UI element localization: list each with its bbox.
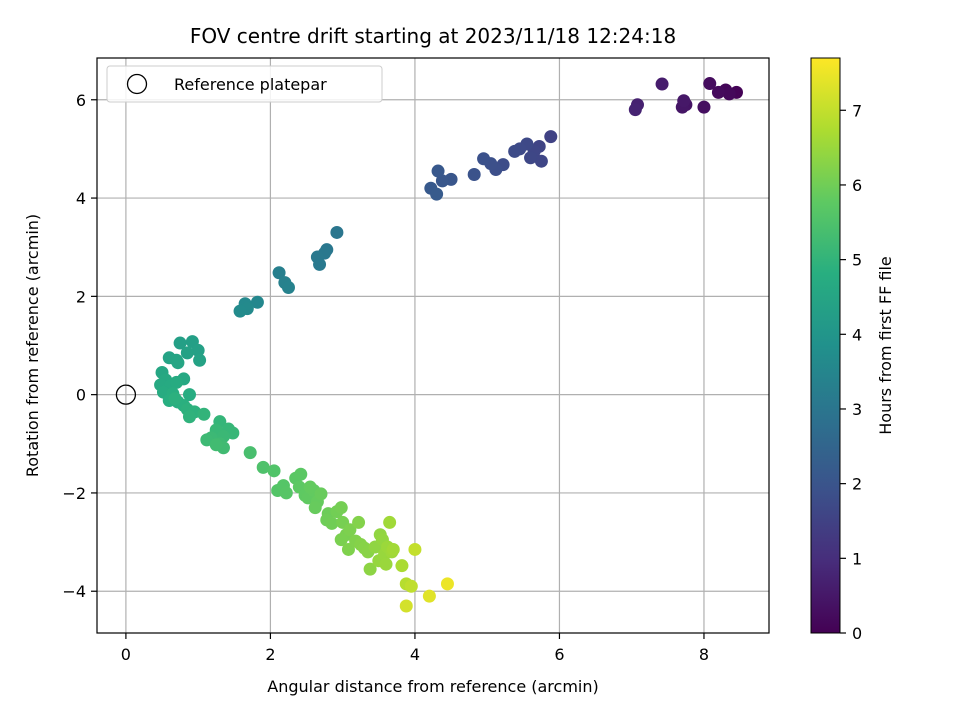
x-tick-label: 6 (554, 645, 564, 664)
colorbar-tick-label: 3 (852, 400, 862, 419)
data-point (386, 542, 400, 556)
x-tick-label: 0 (121, 645, 131, 664)
data-point (243, 446, 257, 460)
data-point (180, 346, 194, 360)
x-tick-label: 2 (265, 645, 275, 664)
colorbar-label: Hours from first FF file (876, 256, 895, 435)
data-point (363, 562, 377, 576)
data-point (352, 515, 366, 529)
reference-platepar-marker (115, 384, 137, 405)
data-point (408, 542, 422, 556)
data-point (534, 154, 548, 168)
colorbar-tick-label: 6 (852, 176, 862, 195)
data-point (677, 94, 691, 108)
data-point (250, 295, 264, 309)
data-point (334, 501, 348, 515)
data-point (435, 174, 449, 188)
data-point (697, 100, 711, 114)
data-point (173, 336, 187, 350)
data-point (430, 187, 444, 201)
x-axis-label: Angular distance from reference (arcmin) (267, 677, 598, 696)
data-point (379, 557, 393, 571)
data-point (711, 85, 725, 99)
colorbar-gradient (810, 57, 841, 634)
data-point (467, 167, 481, 181)
data-point (422, 589, 436, 603)
y-tick-label: 6 (76, 91, 86, 110)
data-point (440, 577, 454, 591)
y-axis-ticks: −4 −2 0 2 4 6 (62, 91, 97, 601)
colorbar-tick-label: 5 (852, 251, 862, 270)
data-point (655, 77, 669, 91)
y-tick-label: −2 (62, 484, 86, 503)
data-point (431, 164, 445, 178)
data-point (330, 225, 344, 239)
data-point (267, 464, 281, 478)
legend-reference-marker (126, 73, 148, 95)
legend-label-reference-platepar: Reference platepar (174, 75, 327, 94)
colorbar-tick-label: 2 (852, 475, 862, 494)
data-point (272, 266, 286, 280)
data-point (722, 87, 736, 101)
colorbar: 0 1 2 3 4 5 6 7 Hours from first FF file (810, 57, 895, 643)
data-point (182, 410, 196, 424)
data-point (399, 599, 413, 613)
colorbar-tick-label: 1 (852, 549, 862, 568)
y-tick-label: 4 (76, 189, 86, 208)
colorbar-tick-label: 0 (852, 624, 862, 643)
data-point (281, 281, 295, 295)
data-point (628, 103, 642, 117)
colorbar-ticks: 0 1 2 3 4 5 6 7 (840, 101, 862, 643)
data-point (334, 533, 348, 547)
data-point (233, 304, 247, 318)
data-point (182, 388, 196, 402)
x-tick-label: 8 (699, 645, 709, 664)
data-point (703, 77, 717, 91)
data-point (209, 438, 223, 452)
data-point (197, 407, 211, 421)
data-point (294, 467, 308, 481)
y-axis-label: Rotation from reference (arcmin) (23, 214, 42, 477)
colorbar-tick-label: 7 (852, 101, 862, 120)
data-point (477, 152, 491, 166)
colorbar-tick-label: 4 (852, 325, 862, 344)
legend-box (106, 65, 383, 103)
data-point (544, 130, 558, 144)
y-tick-label: 2 (76, 287, 86, 306)
data-point (168, 392, 182, 406)
data-point (508, 144, 522, 158)
data-point (314, 487, 328, 501)
data-point (308, 501, 322, 515)
data-point (343, 523, 357, 537)
chart-title: FOV centre drift starting at 2023/11/18 … (190, 24, 676, 48)
data-point (171, 356, 185, 370)
data-point (325, 516, 339, 530)
data-point (383, 515, 397, 529)
x-axis-ticks: 0 2 4 6 8 (121, 633, 709, 664)
data-point (191, 343, 205, 357)
data-point (193, 353, 207, 367)
data-point (395, 559, 409, 573)
data-point (169, 375, 183, 389)
data-point (256, 460, 270, 474)
y-tick-label: −4 (62, 582, 86, 601)
data-point (279, 486, 293, 500)
data-point (524, 151, 538, 165)
data-point (313, 257, 327, 271)
legend: Reference platepar (106, 65, 383, 103)
data-points (115, 77, 743, 613)
data-point (303, 480, 317, 494)
y-tick-label: 0 (76, 386, 86, 405)
x-tick-label: 4 (410, 645, 420, 664)
data-point (404, 579, 418, 593)
plot-frame (96, 57, 770, 634)
